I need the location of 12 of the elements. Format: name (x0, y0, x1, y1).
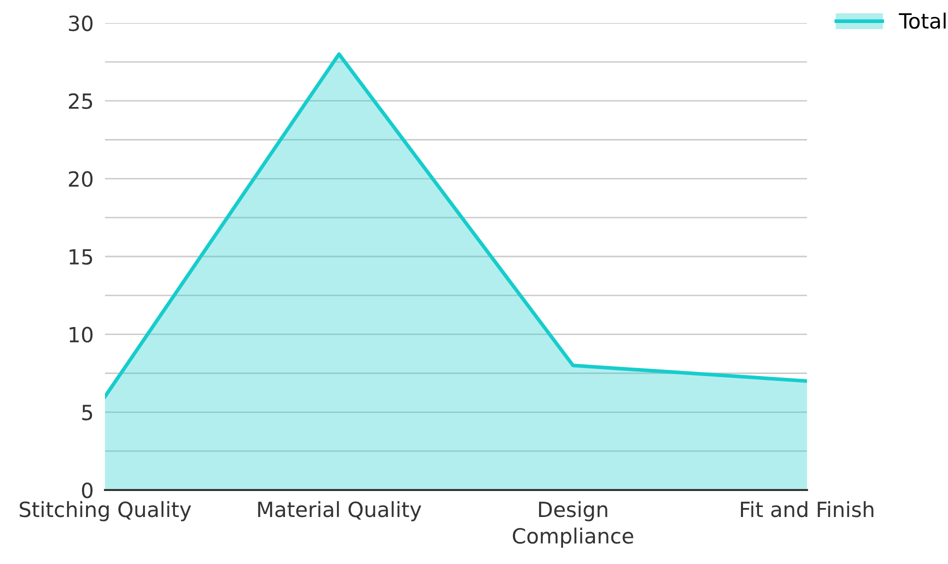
y-tick-label: 5 (82, 404, 92, 420)
y-tick-label: 25 (68, 93, 92, 110)
x-tick-label: Stitching Quality (20, 501, 192, 522)
x-tick-label: Design Compliance (512, 501, 634, 548)
x-tick-label: Fit and Finish (740, 501, 874, 518)
y-tick-label: 15 (70, 249, 92, 265)
y-tick-label: 10 (70, 326, 93, 343)
x-tick-label: Material Quality (258, 501, 422, 522)
legend-label: Total (898, 12, 946, 29)
y-tick-label: 20 (68, 171, 93, 187)
y-tick-label: 30 (68, 15, 93, 32)
y-tick-label: 0 (82, 482, 93, 498)
